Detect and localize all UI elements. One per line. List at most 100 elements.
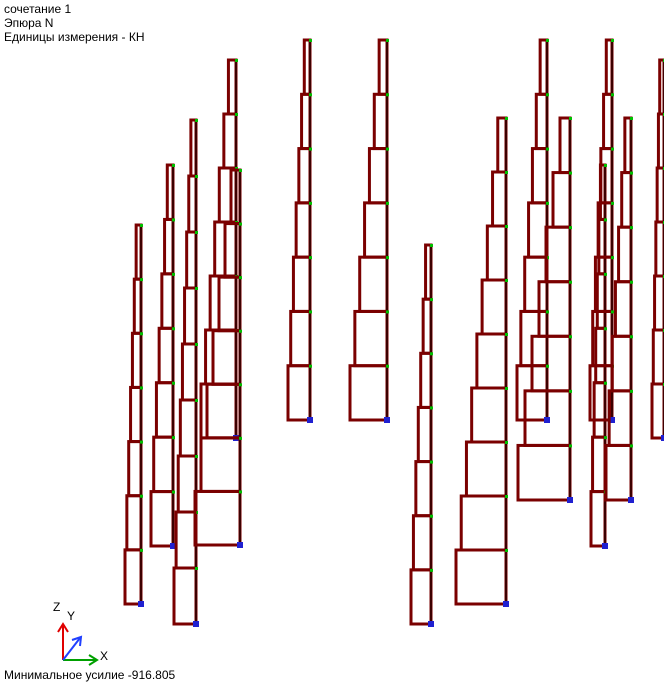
node bbox=[505, 495, 508, 498]
force-segment bbox=[606, 40, 612, 94]
node bbox=[630, 390, 633, 393]
node bbox=[172, 327, 175, 330]
node bbox=[195, 567, 198, 570]
support bbox=[428, 621, 434, 627]
support bbox=[237, 542, 243, 548]
force-segment bbox=[365, 203, 387, 257]
node bbox=[505, 171, 508, 174]
node bbox=[140, 224, 143, 227]
force-segment bbox=[540, 40, 547, 94]
node bbox=[630, 281, 633, 284]
node bbox=[140, 549, 143, 552]
node bbox=[569, 444, 572, 447]
force-segment bbox=[189, 176, 196, 232]
force-segment bbox=[482, 280, 506, 334]
force-segment bbox=[210, 276, 236, 330]
node bbox=[386, 310, 389, 313]
force-segment bbox=[529, 203, 547, 257]
force-segment bbox=[131, 387, 141, 441]
force-segment bbox=[350, 366, 387, 420]
node bbox=[611, 310, 614, 313]
force-segment bbox=[593, 437, 605, 491]
force-segment bbox=[304, 40, 310, 94]
force-segment bbox=[187, 232, 196, 288]
force-segment bbox=[591, 492, 605, 546]
node bbox=[309, 93, 312, 96]
force-segment bbox=[151, 492, 173, 546]
node bbox=[239, 437, 242, 440]
node bbox=[309, 202, 312, 205]
force-segment bbox=[456, 550, 506, 604]
support bbox=[138, 601, 144, 607]
node bbox=[546, 365, 549, 368]
node bbox=[569, 281, 572, 284]
force-segment bbox=[127, 496, 141, 550]
force-segment bbox=[597, 274, 605, 328]
force-segment bbox=[167, 165, 173, 219]
force-segment bbox=[466, 442, 506, 496]
node bbox=[546, 310, 549, 313]
node bbox=[611, 148, 614, 151]
force-segment bbox=[219, 168, 236, 222]
force-segment bbox=[657, 168, 664, 222]
force-segment bbox=[625, 118, 631, 173]
node bbox=[546, 148, 549, 151]
y-axis bbox=[63, 638, 80, 660]
node bbox=[195, 343, 198, 346]
node bbox=[239, 330, 242, 333]
support bbox=[193, 621, 199, 627]
node bbox=[172, 164, 175, 167]
node bbox=[611, 202, 614, 205]
node bbox=[172, 218, 175, 221]
node bbox=[505, 333, 508, 336]
node bbox=[505, 549, 508, 552]
support bbox=[503, 601, 509, 607]
node bbox=[140, 386, 143, 389]
force-segment bbox=[302, 94, 310, 148]
force-segment bbox=[191, 120, 196, 176]
node bbox=[195, 175, 198, 178]
force-segment bbox=[660, 60, 664, 114]
node bbox=[630, 226, 633, 229]
node bbox=[140, 441, 143, 444]
node bbox=[195, 119, 198, 122]
diagram-label: Эпюра N bbox=[4, 16, 53, 30]
node bbox=[430, 352, 433, 355]
node bbox=[505, 225, 508, 228]
node bbox=[239, 276, 242, 279]
node bbox=[604, 273, 607, 276]
node bbox=[430, 569, 433, 572]
min-force-label: Минимальное усилие -916.805 bbox=[4, 668, 175, 682]
x-label: X bbox=[100, 649, 108, 663]
force-segment bbox=[655, 276, 664, 330]
node bbox=[430, 406, 433, 409]
force-segment bbox=[653, 330, 664, 384]
node bbox=[239, 169, 242, 172]
force-segment bbox=[615, 282, 631, 337]
force-segment bbox=[134, 279, 141, 333]
node bbox=[386, 202, 389, 205]
node bbox=[140, 495, 143, 498]
support bbox=[602, 543, 608, 549]
force-segment bbox=[416, 462, 431, 516]
force-segment bbox=[594, 383, 605, 437]
node bbox=[309, 256, 312, 259]
force-segment bbox=[129, 442, 141, 496]
node bbox=[505, 387, 508, 390]
node bbox=[604, 218, 607, 221]
viewport: сочетание 1 Эпюра N Единицы измерения - … bbox=[0, 0, 664, 691]
force-segment bbox=[423, 299, 431, 353]
force-segment bbox=[379, 40, 387, 94]
force-segment bbox=[182, 344, 196, 400]
force-segment bbox=[518, 445, 570, 500]
members bbox=[125, 39, 664, 627]
force-segment bbox=[421, 353, 431, 407]
node bbox=[569, 335, 572, 338]
force-segment bbox=[553, 173, 570, 228]
force-segment bbox=[224, 114, 236, 168]
node bbox=[239, 383, 242, 386]
node bbox=[604, 327, 607, 330]
node bbox=[386, 365, 389, 368]
force-segment bbox=[498, 118, 506, 172]
node bbox=[611, 93, 614, 96]
